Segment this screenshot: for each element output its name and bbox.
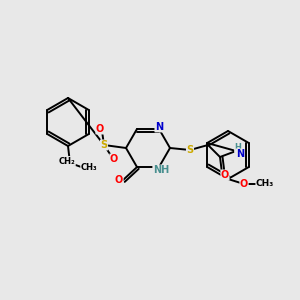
Text: S: S: [186, 145, 194, 155]
Text: O: O: [115, 175, 123, 185]
Text: S: S: [100, 140, 108, 150]
Text: NH: NH: [153, 165, 169, 175]
Text: O: O: [110, 154, 118, 164]
Text: O: O: [240, 179, 248, 189]
Text: N: N: [155, 122, 163, 132]
Text: O: O: [221, 170, 229, 180]
Text: H: H: [235, 143, 242, 152]
Text: CH₃: CH₃: [81, 164, 97, 172]
Text: N: N: [236, 149, 244, 159]
Text: O: O: [96, 124, 104, 134]
Text: CH₃: CH₃: [256, 179, 274, 188]
Text: CH₂: CH₂: [58, 157, 75, 166]
